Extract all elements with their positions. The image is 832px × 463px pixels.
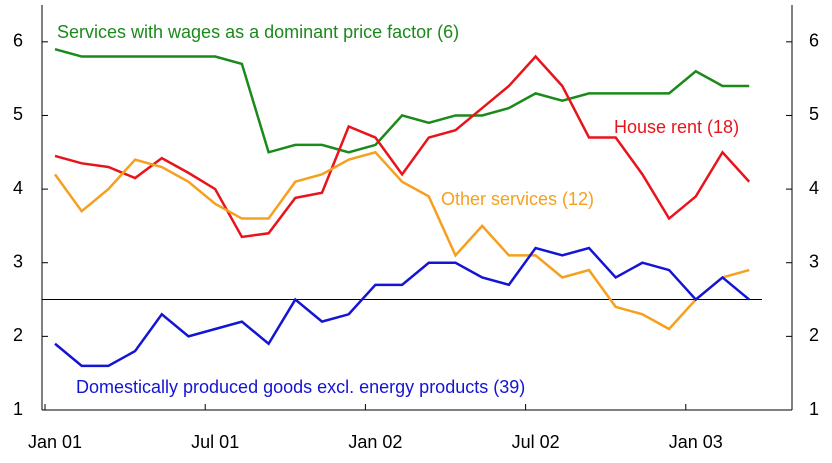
series-line (54, 47, 750, 154)
series-line (54, 54, 751, 239)
y2-tick-label: 6 (809, 31, 819, 51)
y-tick-label: 6 (13, 31, 23, 51)
y-tick-label: 1 (13, 399, 23, 419)
x-tick-label: Jan 01 (28, 432, 82, 452)
series-label: Other services (12) (441, 189, 594, 209)
y2-tick-label: 1 (809, 399, 819, 419)
y-tick-label: 2 (13, 325, 23, 345)
y2-tick-label: 4 (809, 178, 819, 198)
y2-tick-label: 2 (809, 325, 819, 345)
x-tick-label: Jul 01 (191, 432, 239, 452)
x-tick-label: Jan 02 (348, 432, 402, 452)
series-label: House rent (18) (614, 117, 739, 137)
x-tick-label: Jan 03 (669, 432, 723, 452)
series-label: Domestically produced goods excl. energy… (76, 377, 525, 397)
y2-tick-label: 3 (809, 251, 819, 271)
series-line (53, 150, 750, 331)
series-label: Services with wages as a dominant price … (57, 22, 459, 42)
y-tick-label: 3 (13, 251, 23, 271)
y-tick-label: 5 (13, 104, 23, 124)
y-tick-label: 4 (13, 178, 23, 198)
series-line (54, 246, 750, 368)
x-tick-label: Jul 02 (512, 432, 560, 452)
y2-tick-label: 5 (809, 104, 819, 124)
